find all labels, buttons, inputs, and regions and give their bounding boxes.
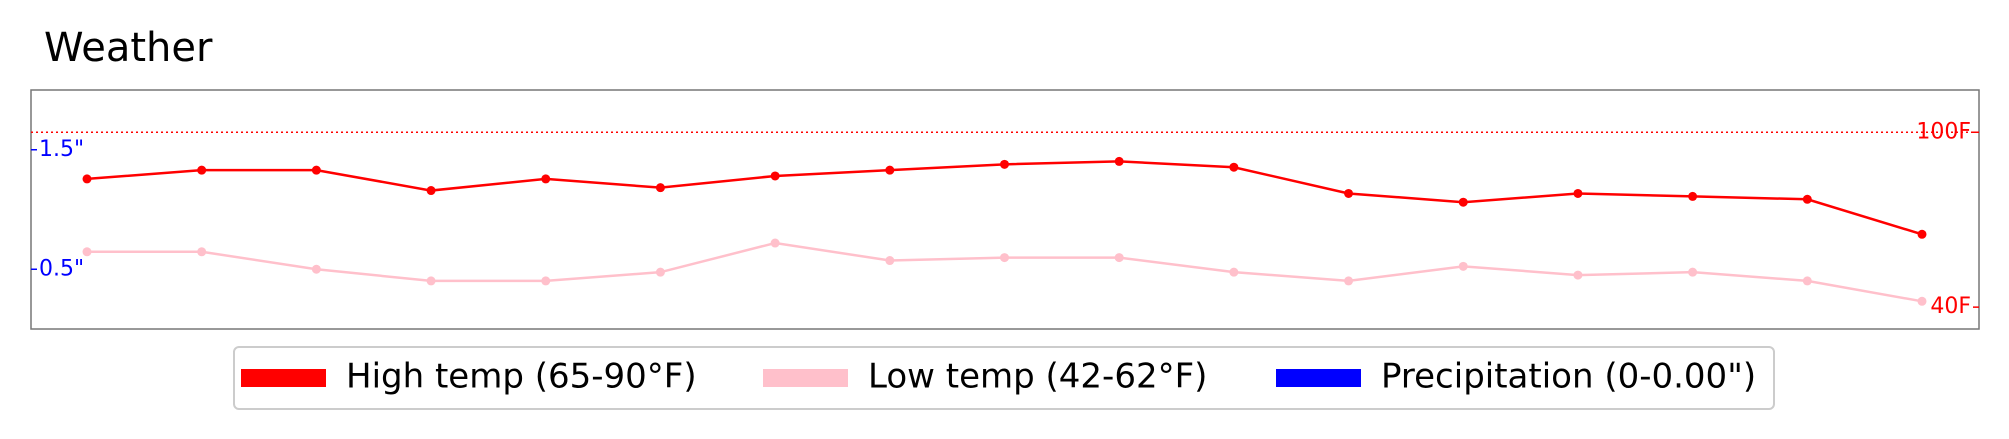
series-point xyxy=(885,165,895,175)
series-point xyxy=(1114,156,1124,166)
legend-label: Low temp (42-62°F) xyxy=(868,357,1207,397)
series-point xyxy=(1229,267,1239,277)
series-line xyxy=(86,160,1923,236)
series-point xyxy=(770,238,780,248)
series-point xyxy=(197,247,207,257)
legend-label: High temp (65-90°F) xyxy=(346,357,697,397)
series-line xyxy=(87,241,1923,303)
series-point xyxy=(1229,162,1239,172)
chart-title: Weather xyxy=(44,25,213,71)
series-point xyxy=(1458,261,1468,271)
y2-tick-label: 0.5" xyxy=(39,256,84,281)
legend-label: Precipitation (0-0.00") xyxy=(1381,357,1756,397)
series-point xyxy=(1688,267,1698,277)
series-point xyxy=(311,264,321,274)
series-point xyxy=(1573,270,1583,280)
series-point xyxy=(1917,229,1927,239)
series-point xyxy=(885,256,895,266)
series-point xyxy=(1000,159,1009,169)
series-point xyxy=(426,276,436,286)
series-point xyxy=(1344,276,1354,286)
legend-swatch xyxy=(1276,369,1361,387)
y2-tick-label: 1.5" xyxy=(39,137,84,162)
series-point xyxy=(1114,253,1124,263)
series-point xyxy=(1000,253,1009,263)
y-tick-label: 40F xyxy=(1930,294,1971,319)
series-point xyxy=(1802,276,1812,286)
legend-box xyxy=(233,346,1775,410)
series-point xyxy=(541,174,551,184)
series-point xyxy=(311,165,321,175)
series-point xyxy=(1573,188,1583,198)
series-point xyxy=(82,247,92,257)
series-point xyxy=(1802,194,1812,204)
series-point xyxy=(1458,197,1468,207)
series-point xyxy=(426,186,436,196)
series-point xyxy=(655,183,665,193)
series-point xyxy=(770,171,780,181)
legend-swatch xyxy=(763,369,848,387)
series-point xyxy=(1344,188,1354,198)
y-tick-label: 100F xyxy=(1916,119,1971,144)
legend-swatch xyxy=(241,369,326,387)
series-point xyxy=(1917,296,1927,306)
series-point xyxy=(541,276,551,286)
plot-frame xyxy=(30,89,1980,330)
series-point xyxy=(197,165,207,175)
series-point xyxy=(82,174,92,184)
series-point xyxy=(1688,191,1698,201)
series-point xyxy=(655,267,665,277)
